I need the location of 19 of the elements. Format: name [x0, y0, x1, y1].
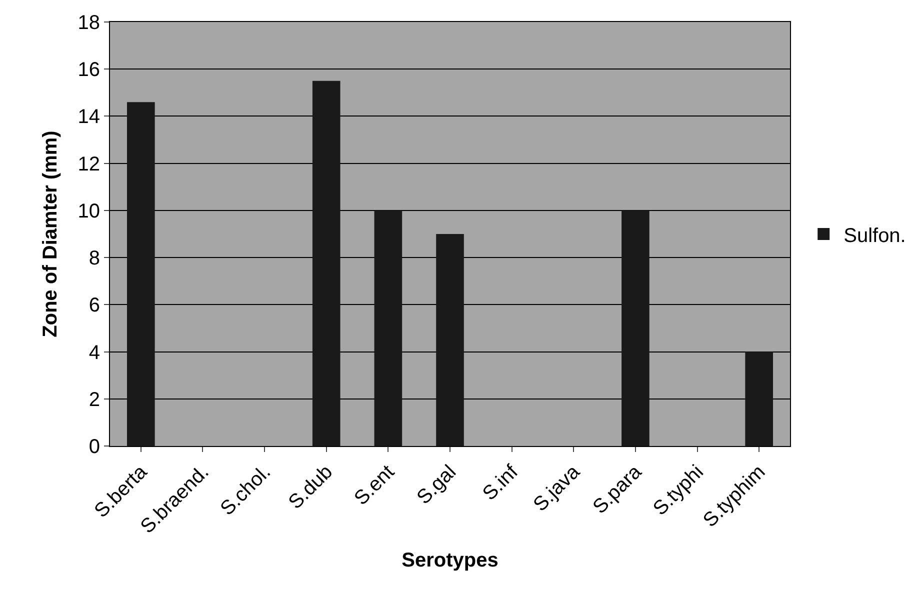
y-axis-title: Zone of Diamter (mm): [39, 130, 62, 338]
bar: [374, 210, 402, 446]
x-axis-title: Serotypes: [402, 549, 498, 572]
y-tick-label: 0: [88, 436, 100, 458]
bar: [436, 234, 464, 446]
y-tick-label: 16: [78, 59, 100, 82]
bar: [745, 352, 773, 446]
y-tick-label: 18: [78, 12, 100, 34]
y-tick-label: 6: [88, 294, 100, 317]
y-tick-label: 12: [78, 153, 100, 176]
y-tick-label: 14: [78, 106, 100, 128]
y-tick-label: 8: [88, 248, 100, 270]
y-tick-label: 10: [78, 200, 100, 222]
bar: [312, 80, 340, 446]
y-tick-label: 2: [88, 388, 100, 411]
legend-label: Sulfon.: [844, 224, 906, 247]
bar: [127, 102, 155, 446]
bar: [622, 210, 650, 446]
y-tick-label: 4: [88, 342, 100, 364]
